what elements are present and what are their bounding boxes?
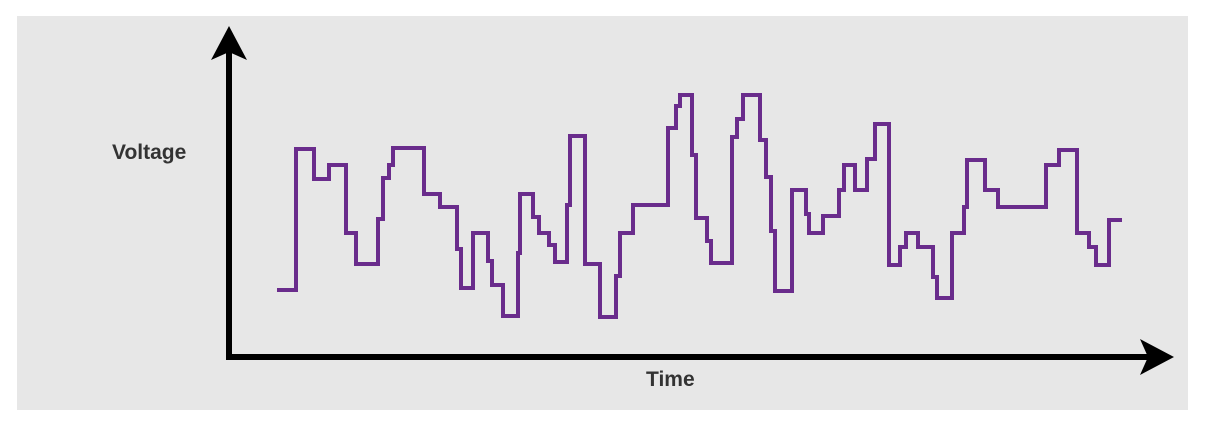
x-axis-arrowhead: [1140, 339, 1174, 375]
voltage-signal: [277, 93, 1122, 319]
x-axis-label: Time: [646, 368, 695, 391]
diagram-panel: [17, 16, 1188, 410]
y-axis-arrowhead: [211, 26, 247, 60]
y-axis-label: Voltage: [112, 141, 187, 164]
